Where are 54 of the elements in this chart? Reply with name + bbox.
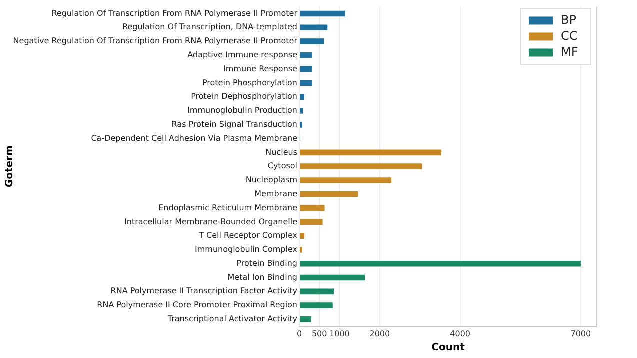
- y-tick-label: Adaptive Immune response: [188, 50, 298, 60]
- y-tick-label: Transcriptional Activator Activity: [166, 314, 298, 324]
- legend-label: CC: [561, 28, 578, 43]
- y-axis-title: Goterm: [4, 146, 16, 188]
- bar: [300, 178, 392, 184]
- y-tick-label: T Cell Receptor Complex: [198, 231, 298, 240]
- y-tick-label: RNA Polymerase II Transcription Factor Activity: [110, 286, 298, 296]
- bar: [300, 288, 334, 295]
- y-tick-label: Intracellular Membrane-Bounded Organelle: [124, 217, 298, 226]
- y-tick-label: Ca-Dependent Cell Adhesion Via Plasma Membrane: [91, 134, 298, 143]
- bar: [300, 302, 333, 308]
- bar: [300, 66, 312, 72]
- x-tick-label: 2000: [370, 329, 390, 338]
- bar: [300, 52, 312, 58]
- x-tick-label: 7000: [570, 329, 592, 338]
- y-tick-label: Nucleus: [266, 148, 298, 157]
- bar: [300, 24, 328, 31]
- x-tick-label: 500: [312, 329, 328, 338]
- bar: [300, 10, 346, 17]
- legend-label: BP: [561, 12, 576, 27]
- y-tick-label: Metal Ion Binding: [228, 272, 298, 282]
- y-tick-label: Negative Regulation Of Transcription From RNA Polymerase II Promoter: [13, 36, 298, 46]
- y-tick-label: Membrane: [254, 189, 298, 198]
- y-tick-label: Ras Protein Signal Transduction: [172, 120, 298, 129]
- y-tick-label: Protein Binding: [236, 258, 298, 268]
- y-tick-label: Immune Response: [224, 64, 298, 74]
- y-tick-label: Nucleoplasm: [246, 176, 298, 185]
- y-tick-label: Regulation Of Transcription, DNA-templated: [122, 22, 298, 32]
- bar: [300, 219, 323, 226]
- bar: [300, 164, 422, 170]
- y-tick-label: Protein Dephosphorylation: [191, 92, 298, 102]
- bar: [300, 38, 324, 44]
- bar: [300, 80, 312, 86]
- y-tick-label: Endoplasmic Reticulum Membrane: [158, 203, 298, 212]
- x-tick-label: 1000: [330, 329, 350, 338]
- bar: [300, 260, 581, 267]
- bar: [300, 191, 358, 198]
- y-tick-label: Regulation Of Transcription From RNA Polymerase II Promoter: [52, 8, 298, 18]
- x-tick-label: 0: [296, 329, 302, 338]
- bar: [300, 108, 304, 114]
- y-tick-label: Protein Phosphorylation: [202, 78, 298, 88]
- bar: [300, 316, 312, 322]
- legend-label: MF: [561, 44, 578, 59]
- x-axis-title: Count: [432, 342, 466, 354]
- x-tick-label: 4000: [450, 329, 470, 338]
- bar: [300, 94, 304, 100]
- y-tick-label: Cytosol: [268, 162, 298, 171]
- y-tick-label: RNA Polymerase II Core Promoter Proximal Region: [97, 300, 298, 310]
- bar: [300, 150, 442, 156]
- bar: [300, 233, 304, 239]
- y-tick-label: Immunoglobulin Production: [188, 106, 298, 116]
- bar: [300, 274, 366, 281]
- y-tick-label: Immunoglobulin Complex: [195, 245, 298, 254]
- bar: [300, 205, 325, 212]
